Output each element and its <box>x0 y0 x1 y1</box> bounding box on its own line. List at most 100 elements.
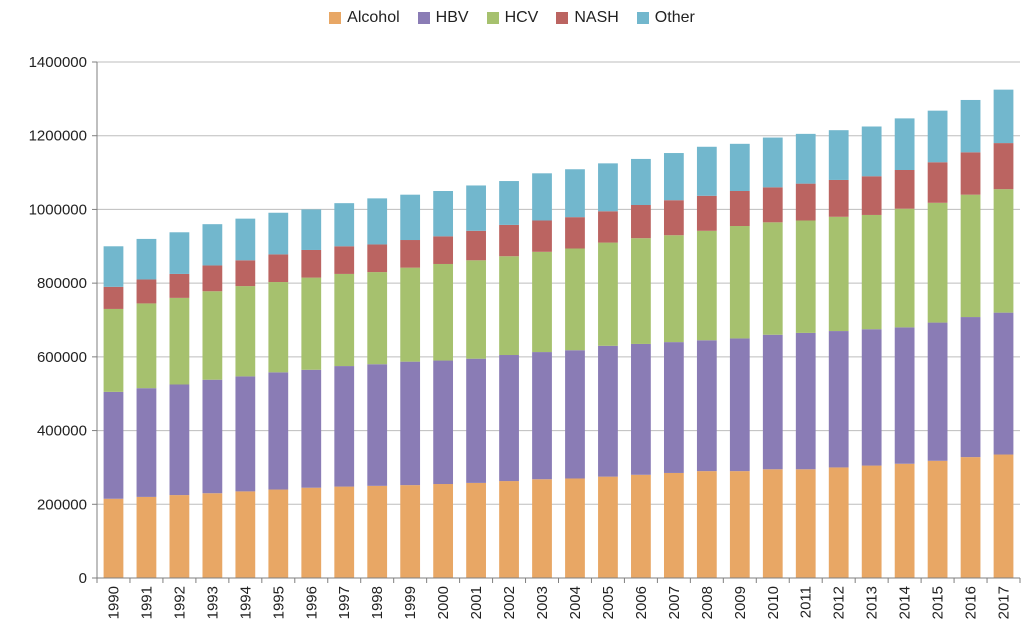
bar-segment-hcv <box>993 189 1014 313</box>
bar-segment-hcv <box>400 267 421 362</box>
bar-segment-hcv <box>729 226 750 339</box>
legend-label: NASH <box>574 9 619 26</box>
bar-segment-hcv <box>103 308 124 392</box>
bar-segment-hbv <box>894 327 915 464</box>
bar-segment-nash <box>631 205 651 239</box>
y-tick-label: 1000000 <box>29 201 87 218</box>
bar-segment-hcv <box>631 238 651 344</box>
x-tick-label: 2010 <box>765 586 782 619</box>
bar-segment-hbv <box>565 350 585 479</box>
bar-segment-other <box>367 198 388 245</box>
bar-segment-hcv <box>960 194 981 318</box>
bar-segment-hcv <box>499 256 519 356</box>
bar-segment-hcv <box>301 277 322 370</box>
x-tick-label: 1998 <box>369 586 386 619</box>
x-tick-label: 1995 <box>270 586 287 619</box>
bar-segment-hcv <box>466 260 486 359</box>
bar-segment-hcv <box>433 263 454 361</box>
bar-segment-other <box>960 99 981 153</box>
x-tick-label: 2007 <box>666 586 683 619</box>
bar-segment-hcv <box>235 286 256 377</box>
bar-segment-nash <box>103 286 124 309</box>
bar-segment-hbv <box>993 312 1014 455</box>
legend-label: HBV <box>435 9 469 26</box>
bar-segment-alcohol <box>136 496 157 578</box>
legend-label: HCV <box>504 9 539 26</box>
bar-segment-alcohol <box>367 485 388 578</box>
bar-segment-nash <box>433 236 454 264</box>
bar-segment-other <box>235 218 256 261</box>
bar-segment-hcv <box>828 216 849 332</box>
bar-segment-alcohol <box>631 474 651 578</box>
x-tick-label: 2006 <box>633 586 650 619</box>
x-tick-label: 2005 <box>600 586 617 619</box>
bar-segment-hbv <box>499 355 519 482</box>
bar-segment-alcohol <box>565 478 585 578</box>
legend-item-hcv: HCV <box>486 9 539 27</box>
bar-segment-hbv <box>268 372 289 490</box>
x-tick-label: 2004 <box>567 586 584 619</box>
bar-segment-nash <box>367 244 388 273</box>
bar-segment-hcv <box>795 220 816 333</box>
bar-segment-other <box>136 238 157 280</box>
x-tick-label: 2015 <box>930 586 947 619</box>
bar-segment-hbv <box>301 369 322 488</box>
bar-segment-hcv <box>268 282 289 373</box>
bar-segment-nash <box>400 240 421 268</box>
bar-segment-nash <box>598 211 618 243</box>
y-tick-labels: 0 200000 400000 600000 800000 1000000 1200000 1… <box>29 54 87 587</box>
bar-segment-alcohol <box>663 472 684 578</box>
legend-item-alcohol: Alcohol <box>329 9 400 27</box>
bar-segment-hcv <box>861 214 882 330</box>
bar-segment-hcv <box>762 222 783 335</box>
bar-segment-other <box>663 153 684 201</box>
bar-segment-hbv <box>400 361 421 486</box>
bar-segment-other <box>795 133 816 184</box>
bar-segment-other <box>894 118 915 170</box>
bar-segment-other <box>433 191 454 237</box>
bar-segment-nash <box>136 279 157 304</box>
x-tick-label: 2017 <box>996 586 1013 619</box>
bar-segment-nash <box>466 230 486 261</box>
y-tick-label: 400000 <box>37 423 87 440</box>
bar-segment-other <box>828 130 849 180</box>
bar-segment-hbv <box>466 358 486 483</box>
x-tick-label: 2012 <box>831 586 848 619</box>
x-tick-label: 1993 <box>204 586 221 619</box>
bar-segment-other <box>169 232 190 274</box>
bar-segment-nash <box>334 246 355 274</box>
y-tick-label: 200000 <box>37 496 87 513</box>
bar-segment-nash <box>532 220 552 252</box>
x-tick-label: 2009 <box>732 586 749 619</box>
bar-segment-other <box>268 212 289 255</box>
legend-swatch <box>329 12 342 24</box>
bar-segment-nash <box>894 169 915 209</box>
x-tick-label: 1994 <box>237 586 254 619</box>
bar-segment-alcohol <box>433 484 454 578</box>
bar-segment-hbv <box>960 317 981 458</box>
bar-segment-other <box>565 169 585 218</box>
bar-segment-alcohol <box>861 465 882 578</box>
bar-segment-nash <box>663 200 684 236</box>
x-tick-label: 2013 <box>864 586 881 619</box>
bar-segment-hbv <box>169 384 190 496</box>
y-tick-label: 600000 <box>37 349 87 366</box>
bar-segment-hcv <box>334 273 355 367</box>
x-tick-label: 2016 <box>963 586 980 619</box>
x-tick-label: 2014 <box>897 586 914 619</box>
x-tick-label: 1996 <box>303 586 320 619</box>
legend-label: Alcohol <box>347 9 400 26</box>
bar-segment-other <box>762 137 783 188</box>
bar-segment-hbv <box>696 340 717 472</box>
bar-segment-nash <box>499 224 519 257</box>
bar-segment-other <box>103 246 124 287</box>
bar-segment-nash <box>565 217 585 249</box>
bar-segment-nash <box>235 260 256 287</box>
bar-segment-hcv <box>598 242 618 346</box>
x-tick-label: 1992 <box>171 586 188 619</box>
bars <box>103 89 1014 578</box>
bar-segment-nash <box>861 176 882 215</box>
bar-segment-nash <box>993 143 1014 190</box>
bar-segment-nash <box>202 265 223 292</box>
